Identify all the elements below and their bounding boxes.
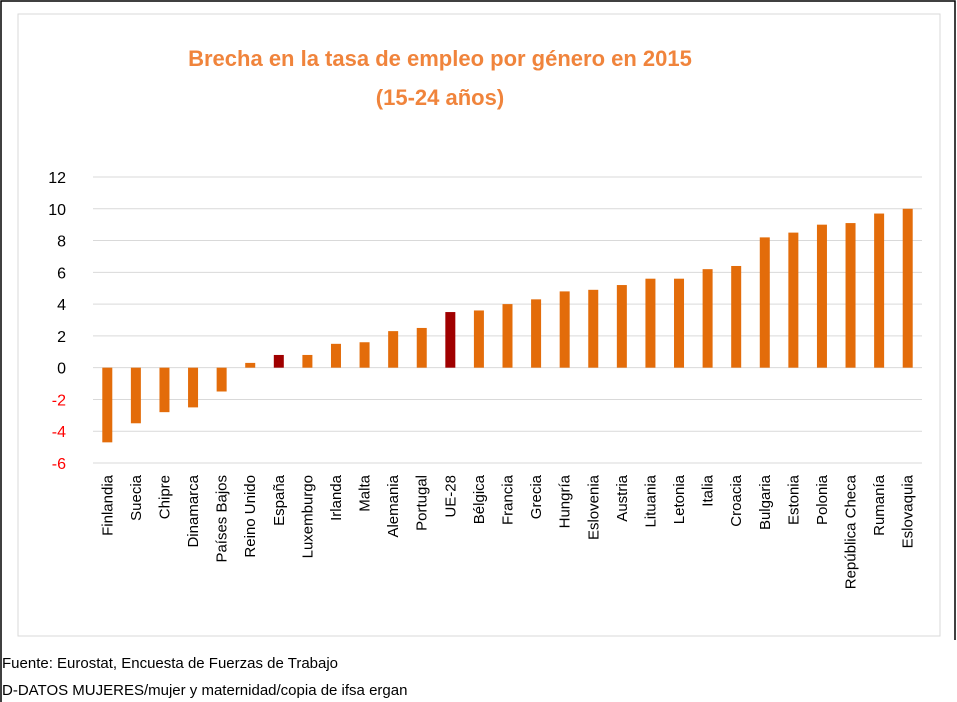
- x-tick-label: Luxemburgo: [299, 475, 316, 558]
- x-tick-label: Letonia: [671, 474, 688, 524]
- bar: [188, 367, 199, 408]
- x-tick-label: Grecia: [528, 474, 545, 519]
- y-tick-label: -6: [52, 456, 66, 473]
- chart-border: [17, 13, 941, 637]
- bar: [731, 265, 742, 368]
- bar: [502, 304, 513, 368]
- x-tick-label: Bulgaria: [757, 474, 774, 530]
- x-tick-label: Finlandia: [99, 474, 116, 536]
- chart-title: Brecha en la tasa de empleo por género e…: [188, 46, 692, 71]
- bar: [788, 232, 799, 368]
- bar: [159, 367, 170, 413]
- x-tick-label: Croacia: [728, 474, 745, 526]
- bar: [359, 342, 370, 368]
- bar: [416, 327, 427, 368]
- y-tick-label: 2: [57, 329, 66, 346]
- bar: [616, 285, 627, 368]
- x-tick-label: Chipre: [156, 475, 173, 519]
- bar: [902, 208, 913, 368]
- bar: [702, 269, 713, 368]
- x-tick-label: Hungría: [557, 474, 574, 528]
- source-note: Fuente: Eurostat, Encuesta de Fuerzas de…: [2, 655, 338, 672]
- y-tick-label: 4: [57, 297, 66, 314]
- bar: [531, 299, 542, 368]
- bar: [645, 278, 656, 368]
- x-tick-label: Lituania: [642, 474, 659, 527]
- bar: [674, 278, 685, 368]
- bar: [816, 224, 827, 368]
- y-tick-label: -4: [52, 424, 66, 441]
- x-tick-label: Rumanía: [871, 474, 888, 536]
- bar: [874, 213, 885, 368]
- bar: [245, 362, 256, 368]
- x-tick-label: Eslovenia: [585, 474, 602, 540]
- x-tick-label: UE-28: [442, 475, 459, 518]
- bar: [759, 237, 770, 368]
- x-tick-label: Dinamarca: [185, 474, 202, 547]
- y-tick-label: 12: [48, 170, 66, 187]
- bar: [845, 223, 856, 368]
- y-tick-label: -2: [52, 392, 66, 409]
- x-tick-label: España: [271, 474, 288, 526]
- bar: [588, 289, 599, 368]
- bar: [102, 367, 113, 443]
- chart-subtitle: (15-24 años): [376, 85, 504, 110]
- x-tick-label: Bélgica: [471, 474, 488, 524]
- x-tick-label: Reino Unido: [242, 475, 259, 558]
- x-tick-label: República Checa: [843, 474, 860, 589]
- bar: [330, 343, 341, 368]
- x-tick-label: Suecia: [128, 474, 145, 521]
- bar: [388, 331, 399, 368]
- x-tick-label: Alemania: [385, 474, 402, 537]
- x-tick-label: Irlanda: [328, 474, 345, 521]
- y-tick-label: 6: [57, 265, 66, 282]
- x-tick-label: Países Bajos: [214, 475, 231, 563]
- bar: [302, 354, 313, 368]
- x-tick-label: Polonia: [814, 474, 831, 525]
- x-tick-label: Francia: [500, 474, 517, 525]
- y-tick-label: 8: [57, 234, 66, 251]
- y-tick-label: 0: [57, 361, 66, 378]
- x-tick-label: Italia: [700, 474, 717, 506]
- y-tick-label: 10: [48, 202, 66, 219]
- bar: [130, 367, 141, 424]
- x-tick-label: Austria: [614, 474, 631, 521]
- bar: [445, 312, 456, 368]
- bar: [216, 367, 227, 392]
- bar: [473, 310, 484, 368]
- bar: [273, 354, 284, 368]
- x-tick-label: Portugal: [414, 475, 431, 531]
- path-note: D-DATOS MUJERES/mujer y maternidad/copia…: [2, 682, 407, 699]
- x-tick-label: Eslovaquia: [900, 474, 917, 548]
- x-tick-label: Estonia: [785, 474, 802, 525]
- x-tick-label: Malta: [357, 474, 374, 511]
- bar: [559, 291, 570, 368]
